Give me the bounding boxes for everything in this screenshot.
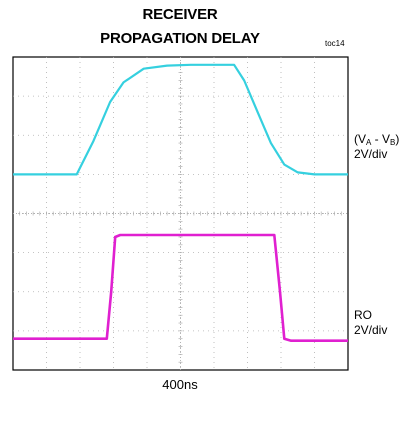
traces <box>13 63 348 343</box>
trace-2-line <box>13 233 348 343</box>
trace-1-sub-a: A <box>366 138 372 147</box>
trace-1-scale: 2V/div <box>354 147 388 161</box>
chart-title-line1: RECEIVER <box>142 6 218 23</box>
trace-1-label: (VA - VB) <box>354 132 400 147</box>
trace-1-sub-b: B <box>390 138 396 147</box>
figure-id: toc14 <box>325 39 345 48</box>
chart-title-line2: PROPAGATION DELAY <box>100 30 260 47</box>
timebase-label: 400ns <box>162 377 198 392</box>
trace-2-label: RO <box>354 308 372 322</box>
grid <box>13 57 348 370</box>
trace-2-scale: 2V/div <box>354 323 388 337</box>
trace-1-line <box>13 63 348 176</box>
